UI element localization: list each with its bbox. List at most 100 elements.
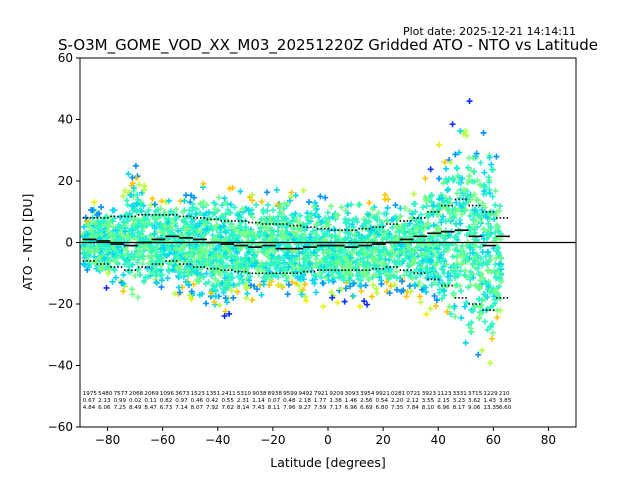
scatter-point xyxy=(483,212,490,219)
scatter-point xyxy=(461,271,468,278)
stat-value: 7.62 xyxy=(221,405,233,411)
scatter-point xyxy=(492,187,499,194)
stat-value: 7.92 xyxy=(206,405,218,411)
scatter-point xyxy=(249,296,256,303)
scatter-point xyxy=(464,164,471,171)
scatter-point xyxy=(431,267,438,274)
scatter-point xyxy=(329,294,336,301)
scatter-point xyxy=(90,258,97,265)
stat-value: 7.17 xyxy=(329,405,342,411)
scatter-point xyxy=(328,289,335,296)
scatter-point xyxy=(308,267,315,274)
scatter-point xyxy=(79,246,86,253)
scatter-point xyxy=(149,254,156,261)
scatter-point xyxy=(188,192,195,199)
scatter-point xyxy=(288,212,295,219)
scatter-point xyxy=(128,191,135,198)
scatter-point xyxy=(163,252,170,259)
x-tick-label: 40 xyxy=(431,433,446,447)
scatter-point xyxy=(282,246,289,253)
scatter-point xyxy=(151,201,158,208)
scatter-point xyxy=(403,252,410,259)
scatter-point xyxy=(402,205,409,212)
scatter-point xyxy=(479,347,486,354)
scatter-point xyxy=(411,255,418,262)
scatter-point xyxy=(89,207,96,214)
scatter-point xyxy=(443,165,450,172)
stat-value: 7577 xyxy=(114,391,129,397)
stat-value: 9209 xyxy=(329,391,344,397)
scatter-point xyxy=(436,286,443,293)
scatter-point xyxy=(208,272,215,279)
scatter-point xyxy=(474,252,481,259)
scatter-point xyxy=(243,295,250,302)
stat-value: 2.31 xyxy=(237,398,250,404)
scatter-point xyxy=(471,206,478,213)
scatter-point xyxy=(345,278,352,285)
scatter-point xyxy=(182,278,189,285)
scatter-point xyxy=(493,222,500,229)
scatter-point xyxy=(217,272,224,279)
stat-value: 2.20 xyxy=(391,398,404,404)
scatter-point xyxy=(466,223,473,230)
scatter-point xyxy=(369,255,376,262)
scatter-point xyxy=(260,281,267,288)
stat-value: 8.11 xyxy=(268,405,281,411)
scatter-point xyxy=(356,201,363,208)
scatter-point xyxy=(219,214,226,221)
scatter-point xyxy=(197,209,204,216)
scatter-point xyxy=(490,302,497,309)
scatter-point xyxy=(474,177,481,184)
scatter-point xyxy=(401,247,408,254)
scatter-point xyxy=(115,223,122,230)
scatter-point xyxy=(181,256,188,263)
scatter-point xyxy=(350,292,357,299)
scatter-point xyxy=(443,284,450,291)
stat-value: 8.10 xyxy=(422,405,435,411)
scatter-point xyxy=(267,234,274,241)
scatter-point xyxy=(408,260,415,267)
scatter-point xyxy=(369,238,376,245)
scatter-point xyxy=(459,211,466,218)
scatter-point xyxy=(157,205,164,212)
scatter-point xyxy=(441,159,448,166)
scatter-point xyxy=(452,313,459,320)
scatter-point xyxy=(132,162,139,169)
stat-value: 7.14 xyxy=(175,405,188,411)
scatter-point xyxy=(447,159,454,166)
scatter-point xyxy=(311,199,318,206)
scatter-point xyxy=(410,238,417,245)
scatter-point xyxy=(289,218,296,225)
scatter-point xyxy=(487,224,494,231)
scatter-point xyxy=(422,284,429,291)
stat-value: 1.46 xyxy=(345,398,358,404)
scatter-point xyxy=(274,255,281,262)
scatter-point xyxy=(229,262,236,269)
scatter-point xyxy=(498,278,505,285)
scatter-point xyxy=(251,254,258,261)
scatter-point xyxy=(182,252,189,259)
scatter-point xyxy=(160,226,167,233)
scatter-point xyxy=(129,216,136,223)
scatter-point xyxy=(219,202,226,209)
scatter-point xyxy=(440,180,447,187)
scatter-point xyxy=(129,207,136,214)
x-tick-label: 80 xyxy=(541,433,556,447)
scatter-point xyxy=(357,233,364,240)
scatter-point xyxy=(188,288,195,295)
stat-value: 8.07 xyxy=(191,405,204,411)
scatter-point xyxy=(139,228,146,235)
scatter-point xyxy=(135,250,142,257)
scatter-point xyxy=(411,269,418,276)
scatter-point xyxy=(316,264,323,271)
scatter-point xyxy=(153,280,160,287)
scatter-point xyxy=(134,201,141,208)
scatter-point xyxy=(120,193,127,200)
scatter-point xyxy=(407,288,414,295)
scatter-point xyxy=(242,263,249,270)
scatter-point xyxy=(264,207,271,214)
scatter-point xyxy=(199,248,206,255)
scatter-point xyxy=(263,260,270,267)
scatter-point xyxy=(267,218,274,225)
scatter-point xyxy=(467,268,474,275)
